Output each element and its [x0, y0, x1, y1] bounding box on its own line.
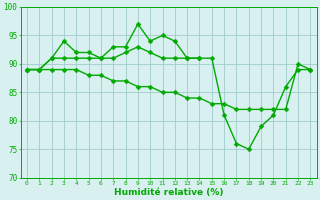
- X-axis label: Humidité relative (%): Humidité relative (%): [114, 188, 223, 197]
